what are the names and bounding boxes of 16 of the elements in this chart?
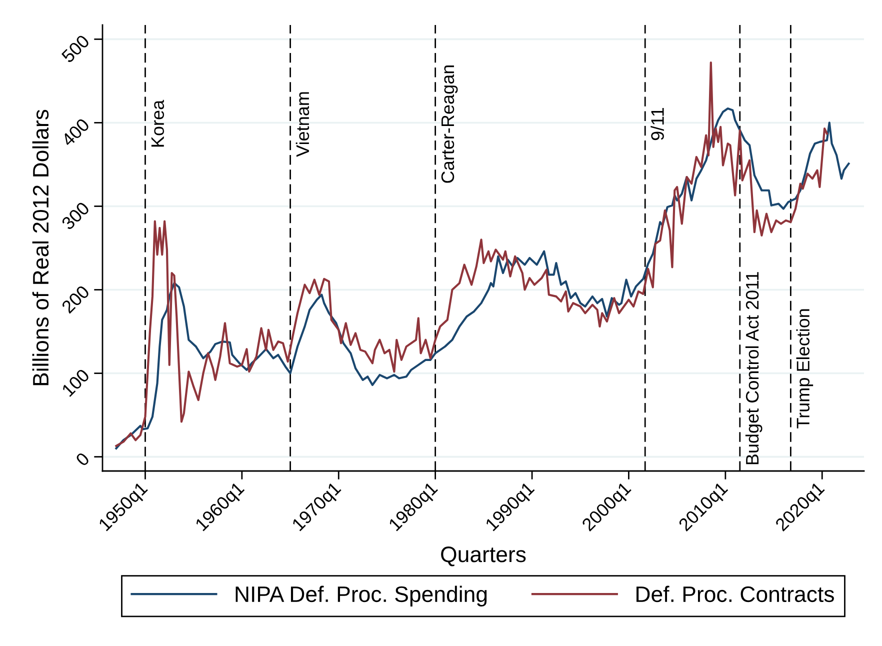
x-axis-title: Quarters xyxy=(441,546,526,566)
y-tick-label: 200 xyxy=(60,284,90,314)
ref-line-label: Korea xyxy=(151,100,164,147)
ref-line-label: Carter-Reagan xyxy=(441,65,458,183)
ref-line-label: Budget Control Act 2011 xyxy=(745,272,762,464)
y-tick-label: 300 xyxy=(60,201,90,230)
legend-label: Def. Proc. Contracts xyxy=(636,586,834,602)
ref-line-label: Trump Election xyxy=(796,309,814,428)
y-axis-title: Billions of Real 2012 Dollars xyxy=(32,110,49,386)
y-tick-label: 0 xyxy=(75,452,90,467)
y-tick-label: 100 xyxy=(61,368,90,398)
ref-line-label: 9/11 xyxy=(650,108,664,140)
legend-label: NIPA Def. Proc. Spending xyxy=(236,586,487,606)
y-tick-label: 500 xyxy=(60,34,90,64)
ref-line-label: Vietnam xyxy=(296,92,310,157)
y-tick-label: 400 xyxy=(60,118,90,148)
